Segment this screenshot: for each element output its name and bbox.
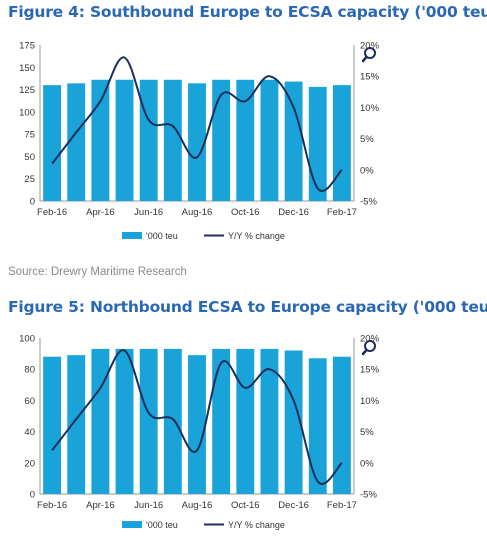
bar: [115, 79, 134, 201]
y2-tick-label: 0%: [360, 165, 374, 176]
x-tick-label: Aug-16: [182, 207, 213, 218]
yy-change-line: [51, 56, 343, 192]
y-tick-label: 150: [19, 63, 35, 74]
y2-tick-label: 15%: [360, 72, 380, 83]
y2-tick-label: -5%: [360, 490, 377, 501]
bar: [115, 348, 134, 494]
x-tick-label: Aug-16: [182, 500, 213, 511]
bar: [284, 81, 303, 201]
x-tick-label: Jun-16: [134, 207, 163, 218]
bar: [43, 85, 62, 201]
bar: [212, 348, 231, 494]
bar: [91, 79, 110, 201]
legend-bar-label: '000 teu: [146, 231, 178, 241]
y-tick-label: 20: [24, 458, 35, 469]
x-tick-label: Feb-17: [327, 500, 357, 511]
bar: [163, 79, 182, 201]
y-tick-label: 25: [24, 174, 35, 185]
x-tick-label: Apr-16: [86, 207, 115, 218]
bar: [188, 355, 206, 494]
bar: [212, 79, 231, 201]
x-tick-label: Apr-16: [86, 500, 115, 511]
legend-line-label: Y/Y % change: [228, 520, 285, 530]
yy-change-line: [51, 349, 343, 485]
bar: [139, 79, 158, 201]
x-tick-label: Feb-16: [37, 207, 67, 218]
bar: [139, 348, 158, 494]
x-tick-label: Dec-16: [278, 500, 309, 511]
y2-tick-label: 5%: [360, 427, 374, 438]
magnifier-icon: [361, 340, 376, 356]
bar: [308, 86, 327, 201]
magnifier-handle: [361, 55, 368, 63]
x-tick-label: Dec-16: [278, 207, 309, 218]
legend-bar-swatch: [122, 232, 142, 239]
magnifier-icon: [361, 47, 376, 63]
figure-4-chart: 0 25 50 75 100 125 150 175 -5% 0% 5% 10% 15% 20% Feb-1…: [19, 41, 380, 242]
bar: [260, 348, 279, 494]
bar: [308, 358, 327, 494]
y2-tick-label: 20%: [360, 41, 380, 52]
y2-tick-label: 10%: [360, 396, 380, 407]
magnifier-lens: [364, 47, 376, 59]
y-tick-label: 0: [30, 490, 35, 501]
x-tick-label: Jun-16: [134, 500, 163, 511]
y-tick-label: 175: [19, 41, 35, 52]
bar: [43, 356, 62, 494]
bar: [67, 355, 86, 494]
y-tick-label: 125: [19, 85, 35, 96]
source-note: Source: Drewry Maritime Research: [8, 266, 187, 278]
x-tick-label: Oct-16: [231, 500, 260, 511]
bar: [236, 348, 255, 494]
y-tick-label: 50: [24, 152, 35, 163]
x-tick-label: Feb-17: [327, 207, 357, 218]
legend-line-label: Y/Y % change: [228, 231, 285, 241]
y2-tick-label: 0%: [360, 458, 374, 469]
x-tick-label: Feb-16: [37, 500, 67, 511]
x-tick-label: Oct-16: [231, 207, 260, 218]
magnifier-handle: [361, 348, 368, 356]
y-tick-label: 40: [24, 427, 35, 438]
bar: [260, 79, 279, 201]
y-tick-label: 75: [24, 130, 35, 141]
bar: [236, 79, 255, 201]
bar: [188, 83, 206, 201]
figure-5-chart: 0 20 40 60 80 100 -5% 0% 5% 10% 15% 20% Feb-16 Apr-16…: [19, 334, 380, 531]
y2-tick-label: -5%: [360, 197, 377, 208]
y-tick-label: 100: [19, 107, 35, 118]
bar: [91, 348, 110, 494]
bar: [332, 85, 351, 201]
legend-bar-swatch: [122, 521, 142, 528]
y-tick-label: 80: [24, 365, 35, 376]
bar: [163, 348, 182, 494]
y-tick-label: 100: [19, 334, 35, 345]
y-tick-label: 0: [30, 197, 35, 208]
y2-tick-label: 5%: [360, 134, 374, 145]
magnifier-lens: [364, 340, 376, 352]
bar: [67, 83, 86, 201]
y2-tick-label: 20%: [360, 334, 380, 345]
y-tick-label: 60: [24, 396, 35, 407]
bar: [284, 350, 303, 494]
figure-4-title: Figure 4: Southbound Europe to ECSA capa…: [8, 3, 487, 21]
y2-tick-label: 10%: [360, 103, 380, 114]
legend-bar-label: '000 teu: [146, 520, 178, 530]
bar: [332, 356, 351, 494]
figure-5-title: Figure 5: Northbound ECSA to Europe capa…: [8, 298, 487, 316]
y2-tick-label: 15%: [360, 365, 380, 376]
